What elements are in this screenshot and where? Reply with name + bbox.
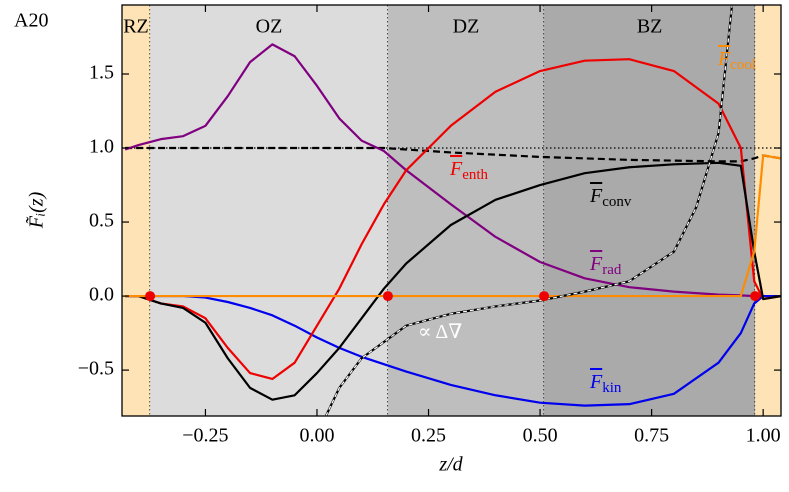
series-label-name: F — [717, 48, 731, 70]
plot-frame — [121, 4, 782, 417]
x-tick-label: 0.75 — [634, 425, 669, 447]
series-line — [125, 161, 781, 401]
series-label: Fkin — [589, 371, 622, 397]
y-tick-label: −0.5 — [78, 358, 114, 380]
regions — [122, 5, 781, 416]
x-tick-label: 0.00 — [299, 425, 334, 447]
y-tick-label: 1.0 — [89, 136, 114, 158]
series-label-sub: enth — [462, 167, 488, 183]
series-label-name: ∝ Δ∇ — [418, 321, 462, 343]
series-label-name: F — [589, 185, 603, 207]
series-label-sub: rad — [602, 262, 622, 278]
region — [122, 5, 151, 416]
series-label-name: F — [589, 371, 603, 393]
plot-lines — [124, 5, 781, 416]
series-label-sub: cool — [730, 57, 756, 73]
x-tick-label: 0.25 — [411, 425, 446, 447]
series-label-name: F — [449, 158, 463, 180]
series-line — [125, 58, 781, 381]
y-tick-label: 1.5 — [89, 62, 114, 84]
series-label-name: F — [589, 253, 603, 275]
boundary-point — [382, 291, 393, 302]
y-tick-label: 0.0 — [89, 284, 114, 306]
series-label-sub: conv — [602, 194, 632, 210]
x-tick-label: 1.00 — [746, 425, 781, 447]
series-label: Fcool — [717, 48, 756, 74]
region — [150, 5, 388, 416]
region-label: RZ — [123, 16, 149, 38]
series-label: ∝ Δ∇ — [418, 321, 462, 343]
series-label-sub: kin — [602, 380, 622, 396]
y-tick-label: 0.5 — [89, 210, 114, 232]
x-axis-label: z/d — [438, 454, 463, 476]
x-tick-label: −0.25 — [182, 425, 228, 447]
series-label: Fenth — [449, 158, 489, 184]
boundary-point — [750, 291, 761, 302]
series-line — [125, 146, 781, 163]
series-label: Frad — [589, 253, 622, 279]
x-tick-label: 0.50 — [523, 425, 558, 447]
series-line — [124, 43, 781, 298]
series-line-overlay — [325, 5, 733, 416]
region-label: DZ — [453, 16, 480, 38]
series-label: Fconv — [589, 185, 632, 211]
region-label: BZ — [637, 16, 663, 38]
region — [387, 5, 545, 416]
chart-title: A20 — [14, 10, 48, 32]
region-label: OZ — [256, 16, 283, 38]
boundary-point — [145, 291, 156, 302]
series-line — [125, 294, 781, 407]
region — [544, 5, 756, 416]
y-axis-label: F̃ᵢ(z) — [24, 191, 47, 229]
boundary-point — [539, 291, 550, 302]
